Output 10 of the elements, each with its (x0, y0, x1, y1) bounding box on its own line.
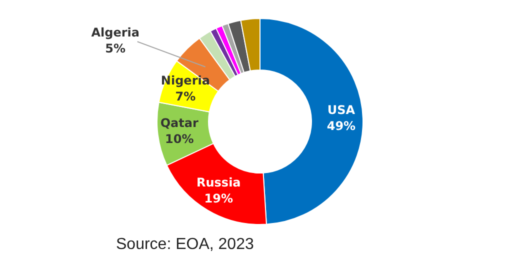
slice-label: Algeria (91, 26, 140, 40)
data-label: 49% (326, 119, 356, 134)
slice-label: USA (327, 103, 356, 118)
slice-label: Russia (196, 176, 241, 190)
data-label: 10% (165, 132, 194, 146)
data-label: 19% (204, 192, 234, 206)
data-label: 5% (105, 42, 126, 56)
source-note: Source: EOA, 2023 (116, 236, 255, 254)
data-label: 7% (175, 89, 196, 104)
slice-label: Qatar (160, 116, 198, 130)
